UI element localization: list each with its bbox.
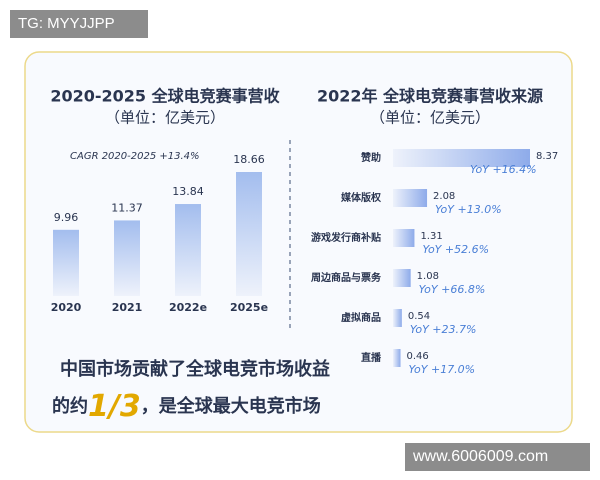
- category-label: 赞助: [360, 151, 381, 164]
- value-label: 2.08: [433, 191, 455, 202]
- bar: [393, 229, 415, 247]
- category-label: 直播: [361, 351, 382, 364]
- value-label: 11.37: [111, 201, 143, 214]
- bar: [53, 229, 79, 296]
- value-label: 1.31: [420, 231, 442, 242]
- site-watermark: www.6006009.com: [405, 443, 590, 471]
- value-label: 0.54: [408, 311, 430, 322]
- bar: [175, 204, 201, 296]
- conclusion-line: 中国市场贡献了全球电竞市场收益: [60, 358, 330, 380]
- x-tick-label: 2020: [51, 301, 82, 314]
- value-label: 0.46: [407, 351, 429, 362]
- watermark: TG: MYYJJPP: [10, 10, 148, 38]
- yoy-label: YoY +52.6%: [422, 243, 489, 256]
- conclusion-text: 的约: [52, 395, 88, 417]
- bar: [114, 220, 140, 296]
- chart-title: 2022年 全球电竞赛事营收来源: [317, 87, 543, 106]
- category-label: 游戏发行商补贴: [311, 231, 381, 244]
- card: [24, 51, 573, 433]
- category-label: 虚拟商品: [341, 311, 381, 324]
- yoy-label: YoY +13.0%: [435, 203, 502, 216]
- value-label: 9.96: [54, 211, 79, 224]
- bar: [393, 309, 402, 327]
- value-label: 8.37: [536, 151, 558, 162]
- x-tick-label: 2025e: [230, 301, 268, 314]
- bar: [393, 189, 428, 207]
- x-tick-label: 2022e: [169, 301, 207, 314]
- bar: [393, 149, 530, 167]
- bar: [393, 269, 411, 287]
- yoy-label: YoY +23.7%: [410, 323, 477, 336]
- value-label: 13.84: [172, 185, 204, 198]
- bar: [236, 172, 262, 296]
- yoy-label: YoY +16.4%: [470, 163, 537, 176]
- chart-subtitle: （单位：亿美元）: [370, 109, 490, 127]
- bar: [393, 349, 401, 367]
- x-tick-label: 2021: [112, 301, 143, 314]
- chart-subtitle: （单位：亿美元）: [105, 109, 225, 127]
- value-label: 18.66: [233, 153, 265, 166]
- value-label: 1.08: [417, 271, 439, 282]
- annotation: CAGR 2020-2025 +13.4%: [70, 151, 200, 162]
- conclusion-text: ，是全球最大电竞市场: [141, 395, 321, 417]
- conclusion-highlight: 1/3: [88, 389, 141, 424]
- yoy-label: YoY +66.8%: [419, 283, 486, 296]
- category-label: 周边商品与票务: [311, 271, 382, 284]
- chart-title: 2020-2025 全球电竞赛事营收: [50, 87, 279, 106]
- yoy-label: YoY +17.0%: [409, 363, 476, 376]
- conclusion-line: 的约1/3，是全球最大电竞市场: [52, 389, 321, 424]
- category-label: 媒体版权: [340, 191, 382, 204]
